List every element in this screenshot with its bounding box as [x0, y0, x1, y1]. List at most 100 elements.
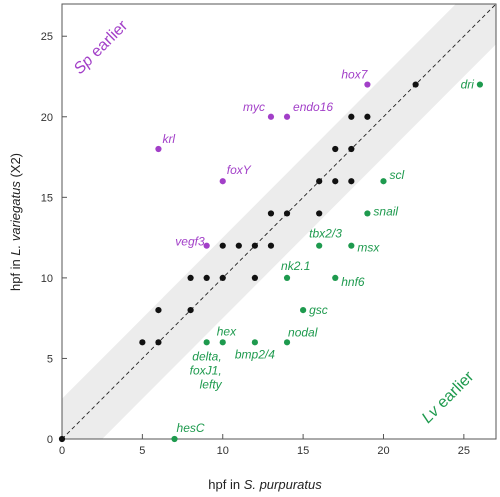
- gene-label: hex: [217, 324, 237, 338]
- data-point: [348, 242, 355, 249]
- gene-label: nk2.1: [281, 259, 310, 273]
- diagonal-band: [62, 4, 496, 439]
- data-point: [187, 307, 194, 314]
- data-point: [187, 274, 194, 281]
- data-point: [171, 435, 178, 443]
- gene-label: snail: [373, 204, 398, 218]
- y-tick-label: 25: [41, 31, 53, 43]
- gene-label-line: nk2.1: [281, 259, 310, 273]
- data-point: [300, 307, 307, 314]
- gene-label-line: hox7: [341, 68, 368, 82]
- data-point: [203, 339, 210, 346]
- x-tick-label: 15: [297, 445, 309, 457]
- data-point: [476, 81, 484, 88]
- data-point: [283, 210, 291, 217]
- tick-layer: 0 5 10 15 20 25 0 5 10 15 20 25: [41, 31, 470, 457]
- diagonal-line-layer: [62, 4, 496, 439]
- data-point: [219, 339, 226, 346]
- gene-label: myc: [243, 100, 265, 114]
- gene-label-line: foxJ1,: [190, 363, 222, 377]
- data-point: [283, 339, 291, 346]
- gene-label: gsc: [309, 303, 328, 317]
- gene-label-line: msx: [357, 241, 380, 255]
- gene-label: krl: [162, 132, 175, 146]
- gene-label: vegf3: [175, 235, 205, 249]
- data-point: [267, 113, 275, 120]
- data-point: [316, 242, 323, 249]
- data-point: [203, 274, 210, 281]
- x-axis-title-species: S. purpuratus: [244, 477, 323, 492]
- x-tick-label: 0: [59, 445, 65, 457]
- gene-label: scl: [389, 168, 404, 182]
- gene-label-line: nodal: [288, 325, 318, 339]
- gene-label-line: tbx2/3: [309, 227, 342, 241]
- axes: [61, 3, 497, 440]
- point-labels: krl foxY vegf3 myc endo16 hox7 hesC delta, foxJ1…: [162, 68, 474, 435]
- region-sp-rest: earlier: [85, 17, 132, 64]
- gene-label-line: snail: [373, 204, 398, 218]
- gene-label-line: dri: [461, 78, 475, 92]
- plot-frame: [61, 3, 497, 440]
- x-tick-label: 10: [217, 445, 229, 457]
- data-point: [155, 339, 162, 346]
- x-tick-label: 20: [377, 445, 389, 457]
- gene-label-line: vegf3: [175, 235, 205, 249]
- region-lv-rest: earlier: [431, 368, 478, 415]
- diagonal-band-layer: [62, 4, 496, 439]
- gene-label-line: hesC: [177, 421, 205, 435]
- gene-label-line: bmp2/4: [235, 347, 275, 361]
- data-point: [219, 242, 226, 249]
- gene-label-line: foxY: [227, 163, 252, 177]
- data-point: [139, 339, 146, 346]
- y-axis-title: hpf in L. variegatus (X2): [8, 153, 23, 291]
- gene-label: foxY: [227, 163, 252, 177]
- data-point: [251, 339, 258, 346]
- gene-label-line: hex: [217, 324, 237, 338]
- data-point: [348, 178, 355, 185]
- gene-label: tbx2/3: [309, 227, 342, 241]
- data-point: [219, 178, 226, 185]
- data-points: [58, 81, 484, 443]
- y-tick-label: 0: [47, 434, 53, 446]
- gene-label-line: lefty: [200, 377, 223, 391]
- data-point: [348, 145, 355, 153]
- region-label-sp-earlier: Sp earlier: [71, 17, 132, 78]
- gene-label-line: hnf6: [341, 275, 365, 289]
- data-point: [364, 210, 371, 217]
- data-point: [251, 242, 258, 249]
- gene-label: dri: [461, 78, 475, 92]
- data-point: [267, 242, 275, 249]
- gene-label-line: scl: [389, 168, 404, 182]
- y-axis-title-prefix: hpf in: [8, 256, 23, 291]
- data-point: [364, 81, 371, 88]
- diagonal-line: [62, 4, 496, 439]
- data-point: [235, 242, 242, 249]
- gene-label: nodal: [288, 325, 318, 339]
- y-axis-title-suffix: (X2): [8, 153, 23, 181]
- gene-label: bmp2/4: [235, 347, 275, 361]
- data-point: [251, 274, 258, 281]
- data-point: [155, 145, 162, 153]
- x-axis-title-prefix: hpf in: [208, 477, 243, 492]
- data-point: [155, 307, 162, 314]
- data-point: [316, 178, 323, 185]
- gene-label-line: delta,: [192, 349, 221, 363]
- data-point: [380, 178, 387, 185]
- gene-label: hox7: [341, 68, 368, 82]
- gene-label: hnf6: [341, 275, 365, 289]
- gene-label-line: krl: [162, 132, 175, 146]
- x-axis-title: hpf in S. purpuratus: [208, 477, 322, 492]
- gene-label-line: myc: [243, 100, 265, 114]
- data-point: [348, 113, 355, 120]
- gene-label: hesC: [177, 421, 205, 435]
- data-point: [332, 274, 339, 281]
- x-tick-label: 5: [139, 445, 145, 457]
- gene-label-line: gsc: [309, 303, 328, 317]
- data-point: [332, 178, 339, 185]
- data-point: [203, 242, 210, 249]
- region-label-lv-earlier: Lv earlier: [419, 368, 478, 427]
- y-axis-title-species: L. variegatus: [8, 181, 23, 256]
- y-tick-label: 15: [41, 192, 53, 204]
- y-tick-label: 10: [41, 273, 53, 285]
